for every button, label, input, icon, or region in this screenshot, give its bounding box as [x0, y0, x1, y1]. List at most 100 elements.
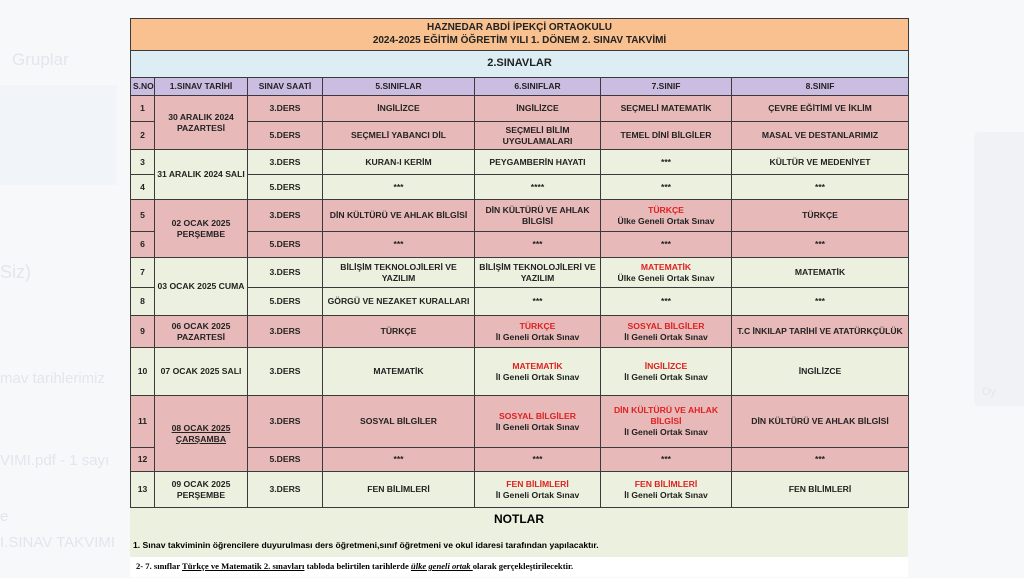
- subject-cell: TÜRKÇE: [730, 199, 910, 232]
- bg-filename-text: VIMI.pdf - 1 sayı: [0, 452, 110, 469]
- bg-text: Siz): [0, 262, 31, 282]
- exam-date: 02 OCAK 2025 PERŞEMBE: [154, 199, 248, 258]
- subject-cell: ***: [600, 149, 732, 175]
- subject-cell: TÜRKÇE Ülke Geneli Ortak Sınav: [600, 199, 732, 232]
- subject-cell: FEN BİLİMLERİ İl Geneli Ortak Sınav: [600, 471, 732, 508]
- exam-type-note: İl Geneli Ortak Sınav: [495, 421, 580, 432]
- row-number: 3: [130, 149, 155, 175]
- exam-type-note: İl Geneli Ortak Sınav: [624, 331, 708, 342]
- subject-cell: DİN KÜLTÜRÜ VE AHLAK BİLGİSİ: [322, 199, 475, 232]
- table-row: 4 5.DERS *** **** *** ***: [130, 174, 910, 200]
- bg-text: I.SINAV TAKVIMI: [0, 534, 116, 551]
- row-number: 1: [130, 95, 155, 122]
- row-number: 6: [130, 231, 155, 258]
- exam-type-note: İl Geneli Ortak Sınav: [495, 489, 580, 500]
- subject-cell: DİN KÜLTÜRÜ VE AHLAK BİLGİSİ: [730, 395, 910, 448]
- exam-date: 03 OCAK 2025 CUMA: [154, 257, 248, 316]
- subject-name: TÜRKÇE: [519, 320, 556, 331]
- subject-name: MATEMATİK: [640, 261, 692, 272]
- row-number: 2: [130, 121, 155, 150]
- subject-cell: MASAL VE DESTANLARIMIZ: [730, 121, 910, 150]
- document-title: HAZNEDAR ABDİ İPEKÇİ ORTAOKULU 2024-2025 …: [129, 18, 910, 51]
- subject-name: ****: [530, 181, 545, 192]
- subject-name: SOSYAL BİLGİLER: [360, 416, 437, 427]
- column-header: 5.SINIFLAR: [322, 77, 475, 96]
- exam-date: 08 OCAK 2025 ÇARŞAMBA: [154, 395, 248, 472]
- column-header: 7.SINIF: [600, 77, 732, 96]
- subject-name: ***: [532, 239, 543, 250]
- subject-cell: BİLİŞİM TEKNOLOJİLERİ VE YAZILIM: [474, 257, 601, 288]
- row-number: 9: [130, 315, 155, 348]
- subject-cell: ÇEVRE EĞİTİMİ VE İKLİM: [730, 95, 910, 122]
- subject-cell: ***: [730, 287, 910, 316]
- subject-cell: ***: [474, 231, 601, 258]
- subject-cell: DİN KÜLTÜRÜ VE AHLAK BİLGİSİ İl Geneli Or…: [600, 395, 732, 448]
- note-2: 2- 7. sınıflar Türkçe ve Matematik 2. sı…: [130, 557, 908, 577]
- exam-date: 31 ARALIK 2024 SALI: [154, 149, 248, 200]
- subject-cell: SEÇMELİ BİLİM UYGULAMALARI: [474, 121, 601, 150]
- subject-name: MATEMATİK: [794, 267, 846, 278]
- subject-name: MATEMATİK: [373, 366, 424, 377]
- exam-period: 3.DERS: [247, 95, 323, 122]
- subject-cell: KÜLTÜR VE MEDENİYET: [730, 149, 910, 175]
- subject-cell: ***: [322, 447, 475, 472]
- exam-period: 3.DERS: [247, 257, 323, 288]
- exam-period: 5.DERS: [247, 121, 323, 150]
- subject-name: SEÇMELİ MATEMATİK: [620, 103, 712, 114]
- subject-name: ***: [814, 296, 826, 307]
- exam-date: 06 OCAK 2025 PAZARTESİ: [154, 315, 248, 348]
- subject-cell: ***: [600, 231, 732, 258]
- subject-name: İNGİLİZCE: [377, 103, 420, 114]
- exam-type-note: İl Geneli Ortak Sınav: [624, 371, 708, 382]
- column-header: SINAV SAATİ: [247, 77, 323, 96]
- exam-type-note: İl Geneli Ortak Sınav: [495, 331, 580, 342]
- subject-cell: İNGİLİZCE: [322, 95, 475, 122]
- subject-name: ***: [814, 454, 826, 465]
- subject-name: ***: [660, 239, 672, 250]
- table-row: 5 02 OCAK 2025 PERŞEMBE 3.DERS DİN KÜLTÜRÜ …: [130, 199, 910, 258]
- subject-cell: PEYGAMBERİN HAYATI: [474, 149, 601, 175]
- bg-groups-text: Gruplar: [12, 50, 69, 69]
- table-row: 11 08 OCAK 2025 ÇARŞAMBA 3.DERS SOSYAL BİLG…: [130, 395, 910, 472]
- subject-name: ***: [814, 181, 826, 192]
- subject-cell: İNGİLİZCE: [730, 347, 910, 396]
- subject-name: ***: [660, 454, 672, 465]
- subject-name: ***: [814, 239, 826, 250]
- subject-name: FEN BİLİMLERİ: [788, 484, 852, 495]
- subject-name: ***: [660, 156, 672, 167]
- notes-heading: NOTLAR: [130, 508, 908, 530]
- table-row: 13 09 OCAK 2025 PERŞEMBE 3.DERS FEN BİLİMLE…: [130, 471, 910, 508]
- subject-cell: MATEMATİK Ülke Geneli Ortak Sınav: [600, 257, 732, 288]
- exam-date: 30 ARALIK 2024 PAZARTESİ: [154, 95, 248, 150]
- exam-date-text: 02 OCAK 2025 PERŞEMBE: [171, 217, 231, 239]
- exam-period: 5.DERS: [247, 447, 323, 472]
- subject-name: BİLİŞİM TEKNOLOJİLERİ VE YAZILIM: [340, 261, 457, 283]
- exam-date: 09 OCAK 2025 PERŞEMBE: [154, 471, 248, 508]
- table-row: 1 30 ARALIK 2024 PAZARTESİ 3.DERS İNGİLİZCE…: [130, 95, 910, 150]
- subject-cell: TEMEL DİNİ BİLGİLER: [600, 121, 732, 150]
- exam-schedule-table: HAZNEDAR ABDİ İPEKÇİ ORTAOKULU 2024-2025 …: [129, 18, 910, 508]
- table-row: 2 5.DERS SEÇMELİ YABANCI DİL SEÇMELİ BİLİM …: [130, 121, 910, 150]
- side-card: Oy: [974, 132, 1024, 406]
- subject-cell: TÜRKÇE: [322, 315, 475, 348]
- exam-type-note: İl Geneli Ortak Sınav: [624, 426, 708, 437]
- row-number: 12: [130, 447, 155, 472]
- exam-type-note: Ülke Geneli Ortak Sınav: [617, 272, 715, 283]
- subject-cell: MATEMATİK: [322, 347, 475, 396]
- exam-schedule-document: HAZNEDAR ABDİ İPEKÇİ ORTAOKULU 2024-2025 …: [129, 18, 910, 577]
- exam-period: 3.DERS: [247, 149, 323, 175]
- subject-cell: BİLİŞİM TEKNOLOJİLERİ VE YAZILIM: [322, 257, 475, 288]
- bg-panel: [0, 85, 117, 185]
- subject-name: DİN KÜLTÜRÜ VE AHLAK BİLGİSİ: [329, 210, 468, 221]
- subject-cell: ***: [730, 447, 910, 472]
- subject-cell: T.C İNKILAP TARİHİ VE ATATÜRKÇÜLÜK: [730, 315, 910, 348]
- subject-name: ***: [532, 296, 543, 307]
- column-header: 1.SINAV TARİHİ: [154, 77, 248, 96]
- subject-cell: ***: [474, 287, 601, 316]
- subject-name: SEÇMELİ BİLİM UYGULAMALARI: [502, 124, 573, 146]
- subject-cell: MATEMATİK: [730, 257, 910, 288]
- subject-name: DİN KÜLTÜRÜ VE AHLAK BİLGİSİ: [485, 204, 590, 226]
- subject-name: BİLİŞİM TEKNOLOJİLERİ VE YAZILIM: [479, 261, 596, 283]
- bg-text: mav tarihlerimiz: [0, 370, 106, 387]
- table-row: 10 07 OCAK 2025 SALI 3.DERS MATEMATİK MATEMA…: [130, 347, 910, 396]
